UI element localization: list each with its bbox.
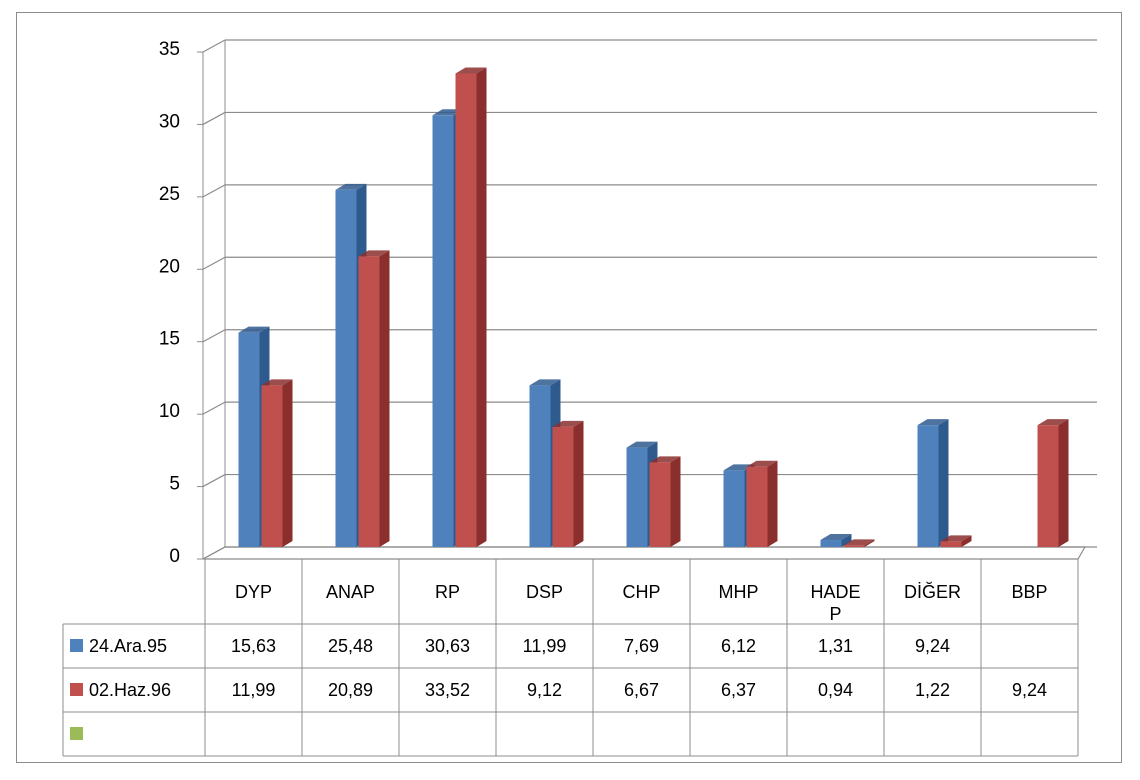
bar-side-series2 — [961, 535, 972, 547]
data-label: 11,99 — [232, 680, 276, 700]
bar-side-series2 — [476, 67, 487, 548]
gridline-depth — [202, 256, 226, 270]
bar-series1 — [432, 115, 454, 547]
data-label: 11,99 — [523, 636, 567, 656]
bar-top-series1 — [238, 326, 270, 333]
bar-top-series2 — [1037, 419, 1069, 426]
bar-side-series2 — [379, 250, 390, 547]
bar-series1 — [820, 540, 842, 547]
legend-swatch — [70, 727, 83, 740]
data-label: 9,12 — [527, 680, 562, 700]
bar-series1 — [626, 447, 648, 547]
y-tick-label: 30 — [159, 111, 180, 132]
bar-top-series2 — [940, 535, 972, 542]
bar-series2 — [1037, 425, 1059, 547]
category-label: CHP — [622, 582, 660, 602]
bar-side-series2 — [670, 456, 681, 547]
y-tick-label: 5 — [169, 474, 180, 495]
data-label: 1,22 — [915, 680, 950, 700]
category-label: DYP — [235, 582, 272, 602]
gridline-depth — [202, 184, 226, 198]
data-label: 7,69 — [624, 636, 659, 656]
bar-series2 — [358, 256, 380, 547]
bar-side-series2 — [864, 539, 875, 547]
legend-swatch — [70, 639, 83, 652]
category-label: DSP — [526, 582, 563, 602]
y-tick-label: 35 — [159, 39, 180, 60]
bar-series2 — [940, 541, 962, 547]
bar-series2 — [649, 462, 671, 547]
bar-top-series2 — [649, 456, 681, 463]
bar-top-series2 — [358, 250, 390, 257]
bar-side-series2 — [767, 460, 778, 547]
bar-series2 — [843, 545, 865, 547]
data-label: 20,89 — [328, 680, 373, 700]
chart-frame — [16, 12, 1122, 763]
category-label: BBP — [1011, 582, 1047, 602]
category-label: P — [829, 604, 841, 624]
bar-top-series2 — [455, 67, 487, 74]
bar-series2 — [455, 73, 477, 548]
bar-series2 — [552, 426, 574, 547]
bar-side-series1 — [938, 419, 949, 547]
gridline-depth — [202, 474, 226, 488]
legend-swatch — [70, 683, 83, 696]
y-tick-label: 0 — [169, 546, 180, 567]
category-label: MHP — [719, 582, 759, 602]
data-label: 9,24 — [915, 636, 950, 656]
gridline-depth — [202, 329, 226, 343]
data-label: 6,37 — [721, 680, 756, 700]
y-tick-label: 15 — [159, 329, 180, 350]
bar-top-series2 — [261, 379, 293, 386]
data-label: 15,63 — [231, 636, 276, 656]
category-label: HADE — [810, 582, 860, 602]
category-label: RP — [435, 582, 460, 602]
gridline-depth — [202, 39, 226, 53]
data-label: 25,48 — [328, 636, 373, 656]
gridline-depth — [202, 111, 226, 125]
chart-floor — [202, 546, 1087, 560]
gridline-depth — [202, 401, 226, 415]
bar-top-series1 — [917, 419, 949, 426]
y-tick-label: 25 — [159, 184, 180, 205]
bar-series1 — [335, 189, 357, 548]
bar-series1 — [917, 425, 939, 547]
bar-side-series2 — [573, 420, 584, 547]
legend-label: 02.Haz.96 — [89, 680, 171, 700]
data-label: 33,52 — [425, 680, 470, 700]
legend-label: 24.Ara.95 — [89, 636, 167, 656]
bar-series2 — [746, 466, 768, 547]
bar-top-series2 — [746, 460, 778, 467]
data-label: 30,63 — [425, 636, 470, 656]
bar-top-series1 — [820, 534, 852, 541]
data-label: 1,31 — [818, 636, 853, 656]
bar-side-series1 — [841, 534, 852, 547]
category-label: ANAP — [326, 582, 375, 602]
data-label: 9,24 — [1012, 680, 1047, 700]
data-label: 6,67 — [624, 680, 659, 700]
bar-side-series2 — [1058, 419, 1069, 547]
bar-series2 — [261, 385, 283, 547]
data-label: 6,12 — [721, 636, 756, 656]
bar-series1 — [238, 332, 260, 547]
category-label: DİĞER — [904, 581, 961, 602]
y-tick-label: 20 — [159, 256, 180, 277]
bar-top-series1 — [626, 441, 658, 448]
bar-top-series2 — [843, 539, 875, 546]
bar-series1 — [529, 385, 551, 547]
bar-series1 — [723, 470, 745, 547]
bar-top-series1 — [335, 183, 367, 190]
bar-top-series1 — [529, 379, 561, 386]
bar-side-series2 — [282, 379, 293, 547]
y-tick-label: 10 — [159, 401, 180, 422]
data-label: 0,94 — [818, 680, 853, 700]
bar-top-series2 — [552, 420, 584, 427]
